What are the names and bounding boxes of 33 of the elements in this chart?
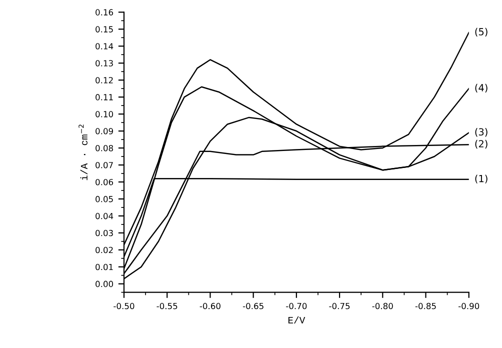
y-tick-label: 0.00 [96, 280, 114, 288]
y-tick-label: 0.03 [96, 230, 113, 236]
x-tick-label: -0.85 [415, 302, 436, 310]
y-tick-label: 0.12 [96, 77, 113, 84]
x-tick-label: -0.55 [156, 302, 178, 310]
y-tick-label: 0.11 [96, 94, 113, 100]
y-tick-label: 0.04 [96, 212, 114, 220]
x-tick-label: -0.70 [286, 302, 307, 310]
y-tick-label: 0.02 [96, 246, 113, 254]
y-tick-label: 0.08 [96, 144, 114, 152]
x-tick-label: -0.60 [200, 302, 220, 310]
y-tick-label: 0.16 [96, 9, 114, 16]
y-tick-label: 0.15 [96, 26, 113, 32]
y-tick-label: 0.14 [96, 43, 114, 50]
y-tick-label: 0.01 [96, 264, 113, 270]
y-tick-label: 0.10 [96, 111, 114, 118]
y-tick-label: 0.09 [96, 128, 113, 134]
x-tick-label: -0.50 [114, 302, 134, 310]
y-tick-label: 0.06 [96, 178, 114, 186]
series-label: (1) [475, 174, 488, 184]
x-tick-label: -0.90 [458, 302, 480, 310]
x-tick-label: -0.65 [242, 302, 264, 310]
x-axis-title: E/V [288, 316, 306, 324]
y-tick-label: 0.07 [96, 162, 113, 168]
series-label: (5) [475, 28, 488, 37]
y-axis-title: i/A · cm$^{−2}$ [78, 124, 88, 180]
y-tick-label: 0.13 [96, 60, 113, 66]
series-label: (2) [475, 140, 488, 149]
series-label: (4) [475, 84, 488, 93]
series-label: (3) [475, 128, 488, 137]
x-tick-label: -0.80 [372, 302, 393, 310]
x-tick-label: -0.75 [329, 302, 350, 310]
y-tick-label: 0.05 [96, 196, 113, 202]
